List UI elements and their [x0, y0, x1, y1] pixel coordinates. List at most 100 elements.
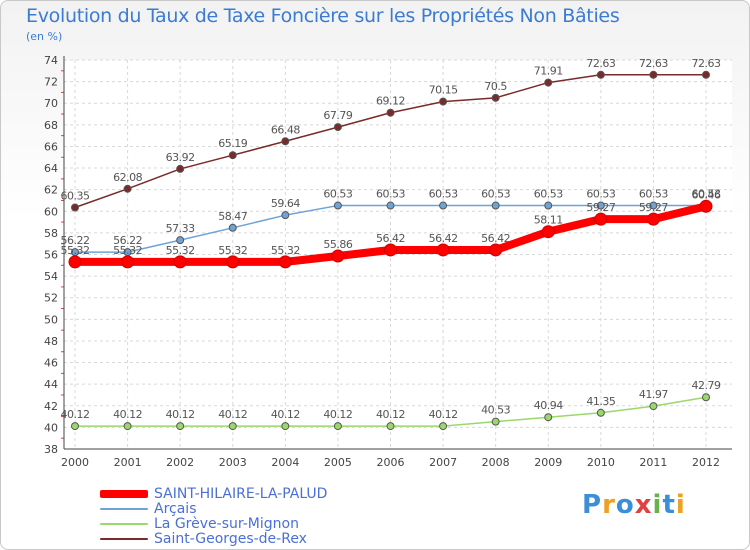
- data-label: 40.12: [113, 408, 142, 421]
- data-point: [544, 78, 553, 87]
- data-label: 56.42: [481, 232, 510, 245]
- y-tick-label: 68: [44, 119, 58, 132]
- data-point: [489, 243, 503, 257]
- data-label: 72.63: [586, 57, 615, 70]
- data-label: 66.48: [271, 123, 300, 136]
- data-point: [71, 422, 79, 431]
- legend-item: La Grève-sur-Mignon: [100, 516, 327, 532]
- data-label: 55.32: [218, 244, 247, 257]
- y-tick-label: 44: [44, 378, 58, 391]
- data-label: 40.53: [481, 404, 510, 417]
- data-point: [436, 243, 450, 257]
- y-tick-label: 58: [44, 227, 58, 240]
- data-label: 42.79: [692, 379, 721, 392]
- data-point: [71, 203, 79, 212]
- legend-swatch: [100, 522, 148, 525]
- data-label: 40.12: [166, 408, 195, 421]
- data-point: [228, 422, 237, 431]
- data-point: [123, 184, 132, 193]
- plot-area: [64, 60, 732, 449]
- data-label: 60.53: [586, 188, 615, 201]
- data-label: 56.22: [61, 234, 90, 247]
- data-point: [281, 137, 290, 146]
- data-label: 60.46: [692, 188, 721, 201]
- data-label: 70.15: [429, 84, 458, 97]
- data-label: 67.79: [323, 109, 352, 122]
- legend-item: SAINT-HILAIRE-LA-PALUD: [100, 485, 328, 502]
- data-point: [384, 243, 397, 257]
- y-tick-label: 46: [44, 357, 58, 370]
- data-label: 72.63: [692, 57, 721, 70]
- data-label: 55.32: [113, 244, 142, 257]
- legend-swatch: [100, 537, 148, 540]
- x-tick-label: 2004: [271, 456, 299, 469]
- proxiti-logo: Proxiti: [582, 490, 686, 520]
- data-label: 55.32: [61, 244, 90, 257]
- data-point: [281, 422, 290, 431]
- data-label: 60.53: [429, 188, 458, 201]
- data-point: [596, 408, 605, 417]
- data-point: [281, 211, 290, 220]
- y-tick-label: 52: [44, 292, 58, 305]
- y-tick-label: 42: [44, 400, 58, 413]
- data-label: 60.53: [692, 188, 721, 201]
- data-label: 70.5: [484, 80, 507, 93]
- data-label: 65.19: [218, 137, 247, 150]
- data-label: 59.64: [271, 197, 300, 210]
- data-label: 55.32: [271, 244, 300, 257]
- data-label: 60.53: [376, 188, 405, 201]
- data-label: 60.53: [323, 188, 352, 201]
- data-label: 58.47: [218, 210, 247, 223]
- data-point: [702, 70, 710, 79]
- legend-label: Arçais: [154, 500, 197, 517]
- data-point: [121, 255, 135, 269]
- data-label: 60.53: [639, 188, 668, 201]
- data-label: 72.63: [639, 57, 668, 70]
- data-point: [646, 212, 660, 226]
- data-point: [544, 413, 553, 422]
- data-point: [228, 223, 237, 232]
- y-unit-label: (en %): [26, 30, 63, 43]
- data-label: 60.53: [534, 188, 563, 201]
- data-label: 71.91: [534, 65, 563, 78]
- data-point: [439, 97, 448, 106]
- y-tick-label: 40: [44, 421, 58, 434]
- data-point: [439, 201, 448, 210]
- data-point: [596, 70, 605, 79]
- y-tick-label: 48: [44, 335, 58, 348]
- data-label: 63.92: [166, 151, 195, 164]
- data-label: 60.53: [481, 188, 510, 201]
- data-label: 62.08: [113, 171, 142, 184]
- legend: SAINT-HILAIRE-LA-PALUD Arçais La Grève-sur…: [100, 485, 328, 547]
- x-tick-label: 2010: [587, 456, 615, 469]
- data-point: [173, 255, 187, 269]
- data-label: 59.27: [586, 201, 615, 214]
- legend-item: Arçais: [100, 500, 327, 517]
- data-point: [333, 201, 342, 210]
- x-tick-label: 2003: [219, 456, 247, 469]
- y-tick-label: 72: [44, 76, 58, 89]
- data-point: [176, 164, 185, 173]
- x-tick-label: 2011: [639, 456, 667, 469]
- x-tick-label: 2006: [377, 456, 405, 469]
- data-point: [594, 212, 608, 226]
- data-point: [386, 108, 395, 117]
- legend-label: SAINT-HILAIRE-LA-PALUD: [154, 485, 328, 502]
- data-label: 40.12: [271, 408, 300, 421]
- data-label: 40.12: [218, 408, 247, 421]
- data-label: 60.35: [61, 189, 90, 202]
- y-tick-label: 56: [44, 249, 58, 262]
- y-tick-label: 50: [44, 313, 58, 326]
- data-point: [278, 255, 292, 269]
- data-point: [123, 422, 132, 431]
- x-tick-label: 2002: [166, 456, 194, 469]
- x-tick-label: 2005: [324, 456, 352, 469]
- data-point: [541, 225, 555, 239]
- data-point: [491, 417, 500, 426]
- legend-swatch: [100, 489, 148, 498]
- y-tick-label: 74: [44, 54, 58, 67]
- chart-title: Evolution du Taux de Taxe Foncière sur l…: [26, 5, 620, 27]
- y-tick-label: 64: [44, 162, 58, 175]
- y-tick-label: 70: [44, 97, 58, 110]
